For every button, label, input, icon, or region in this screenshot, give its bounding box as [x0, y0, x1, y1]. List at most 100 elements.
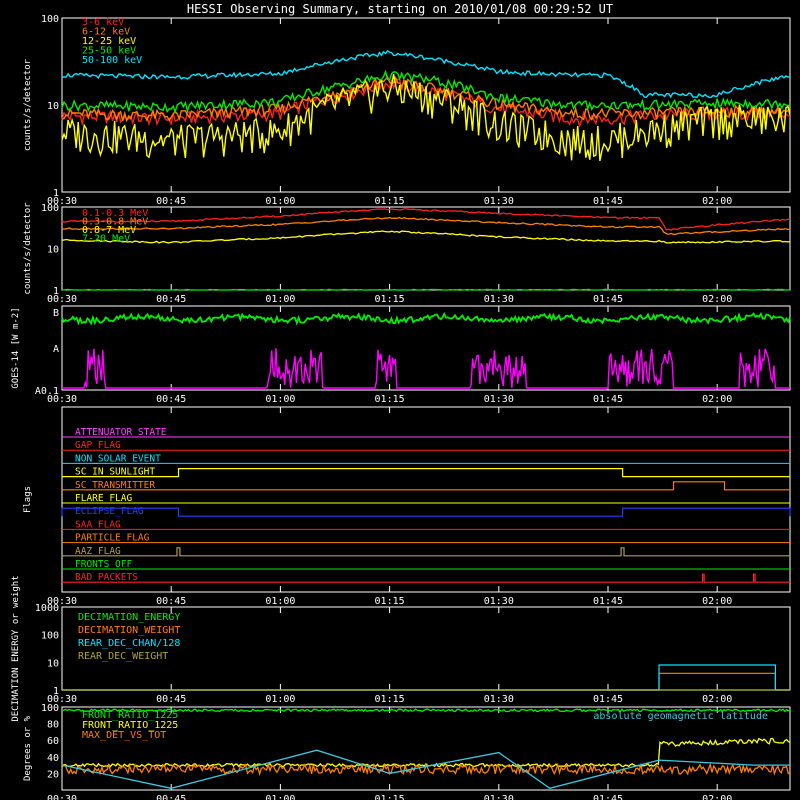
goes-xtick-label-0: 00:30: [47, 394, 77, 405]
rates-ytick-label-2: 100: [41, 14, 59, 25]
rates-xtick-label-6: 02:00: [702, 196, 732, 207]
high-xtick-label-1: 00:45: [156, 294, 186, 305]
ratio-legend-2: MAX_DET_VS_TOT: [82, 730, 166, 741]
decim-ytick-label-1: 10: [47, 658, 59, 669]
flag-line-3: [62, 468, 790, 478]
goes-ytick-label-2: B: [53, 308, 59, 319]
ratio-xtick-label-4: 01:30: [484, 794, 514, 800]
high-legend-3: 7-20 MeV: [82, 234, 130, 245]
high-ytick-label-2: 100: [41, 203, 59, 214]
rates-frame: [61, 17, 791, 193]
goes-frame: [61, 305, 791, 391]
ratio-series-line-1: [61, 737, 791, 768]
ratio-xtick-label-0: 00:30: [47, 794, 77, 800]
flag-label-11: BAD_PACKETS: [75, 572, 138, 583]
flags-frame: [61, 406, 791, 593]
goes-xtick-label-3: 01:15: [375, 394, 405, 405]
high-legend-0: 0.1-0.3 MeV: [82, 208, 148, 219]
goes-xtick-label-2: 01:00: [265, 394, 295, 405]
flag-label-1: GAP_FLAG: [75, 440, 121, 451]
rates-ytick-label-0: 1: [53, 188, 59, 199]
ratio-xtick-label-3: 01:15: [375, 794, 405, 800]
rates-series-line-3: [61, 69, 791, 114]
rates-xtick-label-4: 01:30: [484, 196, 514, 207]
goes-series-line-1: [62, 348, 790, 389]
rates-legend-1: 6-12 keV: [82, 27, 130, 38]
ratio-ytick-label-1: 40: [47, 753, 59, 764]
goes-ytick-label-0: A0.1: [35, 386, 59, 397]
goes-ylabel: GOES-14 [W m-2]: [11, 307, 21, 388]
goes-series-line-0: [61, 311, 791, 326]
high-ytick-label-0: 1: [53, 286, 59, 297]
decim-xtick-label-3: 01:15: [375, 694, 405, 705]
rates-legend-2: 12-25 keV: [82, 36, 136, 47]
goes-xtick-label-5: 01:45: [593, 394, 623, 405]
flags-xtick-label-0: 00:30: [47, 596, 77, 607]
high-ytick-label-1: 10: [47, 245, 59, 256]
goes-xtick-label-6: 02:00: [702, 394, 732, 405]
rates-xtick-label-3: 01:15: [375, 196, 405, 207]
decim-legend-3: REAR_DEC_WEIGHT: [78, 651, 168, 662]
rates-xtick-label-5: 01:45: [593, 196, 623, 207]
flag-label-10: FRONTS_OFF: [75, 559, 132, 570]
flag-label-3: SC_IN_SUNLIGHT: [75, 467, 155, 478]
flags-xtick-label-3: 01:15: [375, 596, 405, 607]
rates-legend-4: 50-100 keV: [82, 55, 142, 66]
high-xtick-label-6: 02:00: [702, 294, 732, 305]
ratio-series-line-0: [61, 708, 791, 713]
ratio-xtick-label-2: 01:00: [265, 794, 295, 800]
rates-xtick-label-0: 00:30: [47, 196, 77, 207]
ratio-annotation: absolute geomagnetic latitude: [593, 711, 768, 722]
high-series-line-1: [61, 216, 790, 235]
decim-xtick-label-1: 00:45: [156, 694, 186, 705]
decim-ytick-label-3: 1000: [35, 603, 59, 614]
flag-line-6: [61, 507, 791, 517]
rates-xtick-label-2: 01:00: [265, 196, 295, 207]
ratio-series-line-3: [61, 749, 790, 790]
flag-label-8: PARTICLE_FLAG: [75, 533, 150, 544]
ratio-xtick-label-1: 00:45: [156, 794, 186, 800]
high-xtick-label-4: 01:30: [484, 294, 514, 305]
ratio-ytick-label-2: 60: [47, 736, 59, 747]
decim-legend-1: DECIMATION_WEIGHT: [78, 625, 180, 636]
flags-ylabel: Flags: [23, 486, 33, 513]
flags-xtick-label-4: 01:30: [484, 596, 514, 607]
decim-legend-0: DECIMATION_ENERGY: [78, 612, 180, 623]
decim-legend-2: REAR_DEC_CHAN/128: [78, 638, 180, 649]
flags-xtick-label-2: 01:00: [265, 596, 295, 607]
ratio-xtick-label-5: 01:45: [593, 794, 623, 800]
ratio-series-line-2: [61, 762, 791, 777]
ratio-ytick-label-0: 20: [47, 769, 59, 780]
rates-series-line-4: [61, 49, 791, 99]
high-legend-2: 0.8-7 MeV: [82, 225, 136, 236]
rates-legend-3: 25-50 keV: [82, 46, 136, 57]
flag-label-0: ATTENUATOR_STATE: [75, 427, 167, 438]
high-legend-1: 0.3-0.8 MeV: [82, 217, 148, 228]
flag-line-11: [62, 573, 790, 583]
ratio-ylabel: Degrees or %: [23, 715, 33, 781]
rates-ytick-label-1: 10: [47, 101, 59, 112]
high-frame: [61, 206, 791, 291]
decim-xtick-label-5: 01:45: [593, 694, 623, 705]
flags-xtick-label-6: 02:00: [702, 596, 732, 607]
flag-label-9: AAZ_FLAG: [75, 546, 121, 557]
high-xtick-label-2: 01:00: [265, 294, 295, 305]
ratio-frame: [61, 706, 791, 791]
rates-xtick-label-1: 00:45: [156, 196, 186, 207]
decim-xtick-label-2: 01:00: [265, 694, 295, 705]
decim-xtick-label-6: 02:00: [702, 694, 732, 705]
ratio-ytick-label-3: 80: [47, 720, 59, 731]
flag-line-9: [62, 547, 790, 557]
high-series-line-2: [61, 230, 791, 244]
rates-series-line-2: [61, 73, 791, 162]
flag-label-6: ECLIPSE_FLAG: [75, 506, 144, 517]
ratio-legend-1: FRONT_RATIO_1225: [82, 720, 178, 731]
high-xtick-label-5: 01:45: [593, 294, 623, 305]
decim-ytick-label-2: 100: [41, 631, 59, 642]
flags-xtick-label-5: 01:45: [593, 596, 623, 607]
flags-xtick-label-1: 00:45: [156, 596, 186, 607]
flag-label-4: SC_TRANSMITTER: [75, 480, 155, 491]
rates-legend-0: 3-6 keV: [82, 17, 124, 28]
high-xtick-label-0: 00:30: [47, 294, 77, 305]
